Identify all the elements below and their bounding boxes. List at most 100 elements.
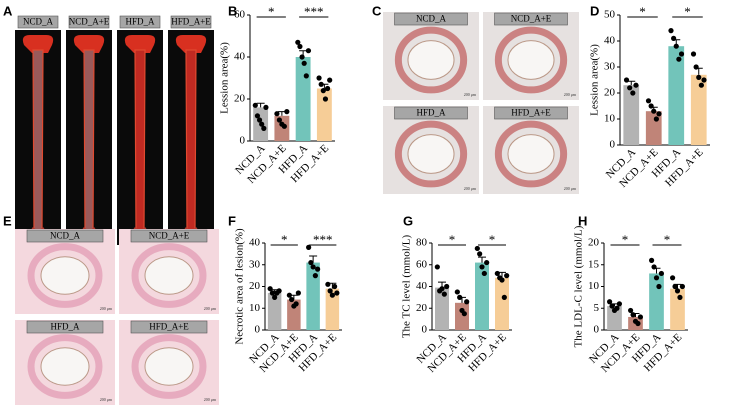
panel-label: G bbox=[403, 213, 413, 228]
panel-label: C bbox=[372, 3, 382, 18]
vessel-wall bbox=[394, 120, 468, 188]
bar bbox=[495, 277, 509, 330]
panel-label: E bbox=[3, 213, 12, 228]
y-tick-label: 20 bbox=[604, 87, 616, 99]
y-tick-label: 0 bbox=[594, 324, 600, 336]
error-bar bbox=[478, 256, 486, 263]
bar bbox=[690, 74, 707, 145]
image-label-box bbox=[394, 12, 468, 26]
panel-label: F bbox=[228, 213, 236, 228]
scale-bar-label: 200 μm bbox=[204, 397, 217, 402]
image-label: NCD_A bbox=[50, 231, 81, 241]
bar bbox=[295, 57, 311, 141]
data-point bbox=[679, 283, 686, 290]
data-point bbox=[479, 264, 485, 270]
y-tick-label: 0 bbox=[255, 324, 261, 336]
data-point bbox=[658, 270, 665, 277]
significance-label: * bbox=[268, 4, 275, 19]
data-point bbox=[276, 117, 282, 123]
image-label: HFD_A bbox=[50, 322, 80, 332]
y-tick-label: 20 bbox=[234, 93, 246, 105]
scale-bar-label: 200 μm bbox=[464, 186, 477, 191]
aorta-tube bbox=[185, 49, 197, 233]
y-tick-label: 40 bbox=[416, 280, 428, 292]
data-point bbox=[325, 281, 331, 287]
data-point bbox=[281, 123, 287, 129]
data-point bbox=[286, 292, 292, 298]
bar bbox=[287, 299, 301, 330]
image-label: NCD_A bbox=[23, 17, 54, 27]
data-point bbox=[627, 85, 633, 91]
y-tick-label: 0 bbox=[610, 139, 616, 151]
scale-bar-label: 200 μm bbox=[100, 397, 113, 402]
scale-bar-label: 200 μm bbox=[564, 186, 577, 191]
image-label-box bbox=[130, 229, 208, 243]
data-point bbox=[623, 77, 630, 83]
data-point bbox=[649, 257, 655, 263]
data-point bbox=[677, 294, 683, 300]
y-tick-label: 20 bbox=[249, 280, 261, 292]
significance-label: * bbox=[489, 232, 496, 247]
data-point bbox=[322, 96, 329, 102]
panel-label: D bbox=[590, 3, 599, 18]
y-tick-label: 40 bbox=[234, 51, 246, 63]
significance-label: *** bbox=[304, 4, 324, 19]
significance-label: * bbox=[449, 232, 456, 247]
data-point bbox=[444, 283, 450, 290]
data-point bbox=[454, 289, 460, 295]
image-label: HFD_A bbox=[125, 17, 155, 27]
image-label: NCD_A+E bbox=[511, 14, 552, 24]
data-point bbox=[464, 299, 470, 305]
data-point bbox=[295, 39, 301, 45]
data-point bbox=[324, 85, 331, 92]
y-tick-label: 0 bbox=[240, 135, 246, 147]
image-label-box bbox=[494, 106, 568, 120]
data-point bbox=[672, 283, 678, 290]
data-point bbox=[256, 117, 263, 123]
significance-label: * bbox=[622, 232, 629, 247]
y-tick-label: 10 bbox=[249, 302, 261, 314]
significance-label: *** bbox=[313, 232, 333, 247]
data-point bbox=[696, 74, 702, 80]
data-point bbox=[289, 296, 295, 303]
data-point bbox=[494, 270, 500, 277]
lumen bbox=[407, 40, 455, 80]
data-point bbox=[614, 305, 620, 311]
data-point bbox=[315, 266, 321, 272]
y-tick-label: 50 bbox=[604, 9, 616, 21]
data-point bbox=[653, 116, 659, 122]
data-point bbox=[656, 111, 662, 117]
vessel-wall bbox=[131, 243, 207, 308]
y-axis-label: The LDL-C level (mmol/L) bbox=[573, 225, 585, 347]
data-point bbox=[312, 273, 318, 279]
data-point bbox=[263, 104, 269, 110]
bar bbox=[306, 262, 320, 330]
lumen bbox=[40, 347, 90, 386]
data-point bbox=[656, 283, 662, 290]
error-bar bbox=[256, 102, 265, 108]
scale-bar-label: 200 μm bbox=[204, 306, 217, 311]
data-point bbox=[630, 90, 636, 96]
data-point bbox=[306, 244, 312, 250]
data-point bbox=[267, 286, 273, 292]
data-point bbox=[635, 320, 641, 327]
scale-bar-label: 200 μm bbox=[464, 92, 477, 97]
data-point bbox=[504, 273, 510, 279]
image-label-box bbox=[68, 15, 110, 29]
significance-label: * bbox=[684, 4, 691, 19]
data-point bbox=[698, 82, 704, 88]
data-point bbox=[276, 288, 282, 294]
vessel-wall bbox=[494, 120, 568, 188]
data-point bbox=[501, 294, 507, 300]
panel-label: B bbox=[228, 3, 237, 18]
data-point bbox=[693, 64, 699, 70]
y-tick-label: 80 bbox=[416, 237, 428, 249]
data-point bbox=[320, 88, 326, 94]
data-point bbox=[293, 301, 299, 307]
y-tick-label: 10 bbox=[604, 113, 616, 125]
y-axis-label: Lession area(%) bbox=[219, 42, 231, 114]
y-axis-label: Lession area(%) bbox=[589, 44, 601, 116]
aorta-tube bbox=[134, 49, 146, 233]
data-point bbox=[457, 294, 463, 300]
